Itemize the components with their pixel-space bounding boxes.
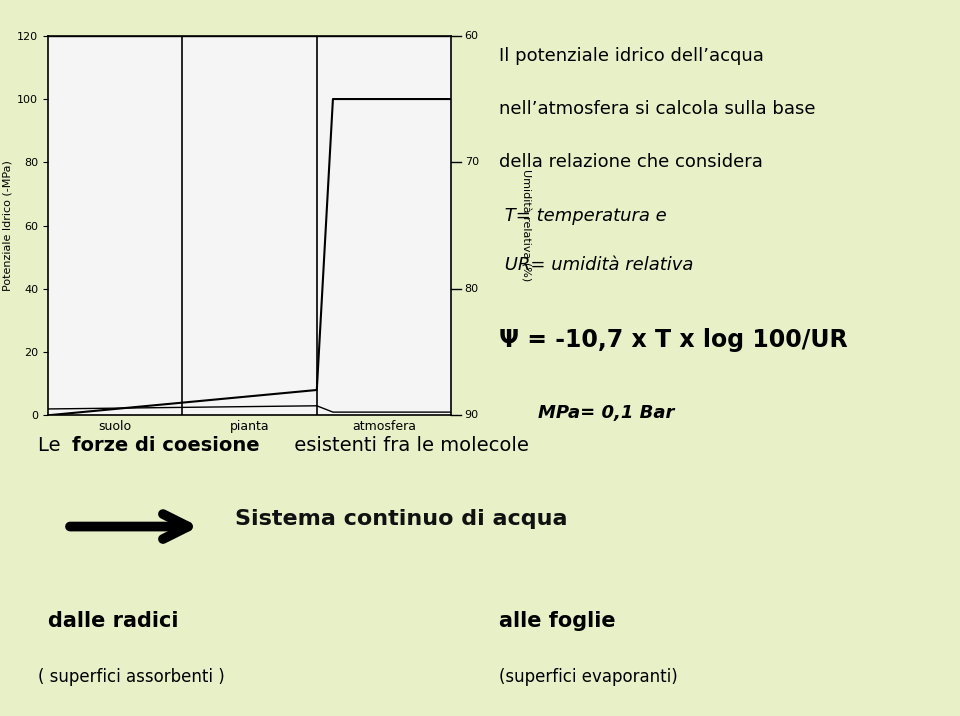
Text: 80: 80: [465, 284, 479, 294]
Text: ( superfici assorbenti ): ( superfici assorbenti ): [38, 668, 226, 686]
Text: Sistema continuo di acqua: Sistema continuo di acqua: [235, 509, 567, 529]
Text: Ψ = -10,7 x T x log 100/UR: Ψ = -10,7 x T x log 100/UR: [499, 328, 848, 352]
Text: Le: Le: [38, 436, 67, 455]
Text: 70: 70: [465, 158, 479, 168]
Text: Umidità relativa (%): Umidità relativa (%): [520, 170, 530, 281]
Text: (superfici evaporanti): (superfici evaporanti): [499, 668, 678, 686]
Text: della relazione che considera: della relazione che considera: [499, 153, 763, 171]
Text: Il potenziale idrico dell’acqua: Il potenziale idrico dell’acqua: [499, 47, 764, 65]
Text: nell’atmosfera si calcola sulla base: nell’atmosfera si calcola sulla base: [499, 100, 816, 118]
Text: 60: 60: [465, 31, 479, 41]
FancyArrowPatch shape: [70, 514, 188, 539]
Text: MPa= 0,1 Bar: MPa= 0,1 Bar: [538, 404, 674, 422]
Text: dalle radici: dalle radici: [48, 611, 179, 631]
Text: T= temperatura e: T= temperatura e: [499, 207, 667, 225]
Text: esistenti fra le molecole: esistenti fra le molecole: [288, 436, 529, 455]
Text: forze di coesione: forze di coesione: [72, 436, 259, 455]
Text: UR= umidità relativa: UR= umidità relativa: [499, 256, 693, 274]
Y-axis label: Potenziale Idrico (-MPa): Potenziale Idrico (-MPa): [3, 160, 13, 291]
Text: alle foglie: alle foglie: [499, 611, 615, 631]
Text: 90: 90: [465, 410, 479, 420]
